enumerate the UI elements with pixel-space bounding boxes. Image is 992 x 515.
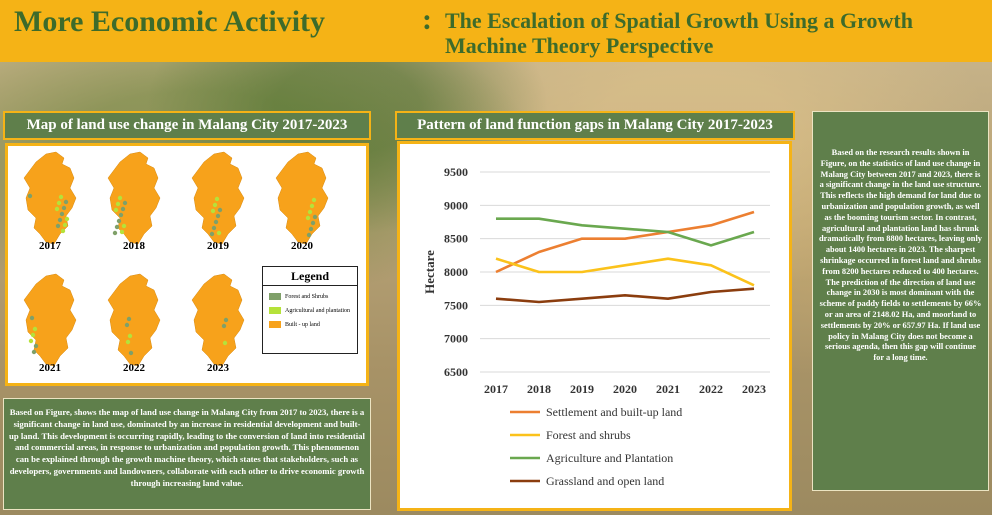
legend-label: Agriculture and Plantation	[546, 451, 673, 465]
map-year-label: 2020	[291, 240, 313, 252]
land-use-map-2022: 2022	[100, 272, 168, 374]
x-tick-label: 2022	[699, 382, 723, 396]
legend-swatch	[269, 293, 281, 300]
header-banner: More Economic Activity : The Escalation …	[0, 0, 992, 62]
page-subtitle: The Escalation of Spatial Growth Using a…	[445, 8, 913, 58]
land-use-map-2017: 2017	[16, 150, 84, 252]
x-tick-label: 2018	[527, 382, 551, 396]
legend-label: Forest and Shrubs	[285, 293, 329, 300]
y-tick-label: 7500	[444, 298, 468, 312]
x-tick-label: 2019	[570, 382, 594, 396]
map-year-label: 2022	[123, 362, 145, 374]
land-use-map-2019: 2019	[184, 150, 252, 252]
map-section-title: Map of land use change in Malang City 20…	[3, 111, 371, 140]
map-year-label: 2017	[39, 240, 61, 252]
x-tick-label: 2021	[656, 382, 680, 396]
legend-item-builtup: Built - up land	[269, 321, 320, 328]
line-chart: 6500 7000 7500 8000 8500 9000 9500 2017 2018 2019…	[422, 165, 770, 488]
map-year-label: 2019	[207, 240, 229, 252]
land-use-map-2023: 2023	[184, 272, 252, 374]
y-tick-label: 7000	[444, 332, 468, 346]
land-use-map-2021: 2021	[16, 272, 84, 374]
land-use-map-2018: 2018	[100, 150, 168, 252]
map-legend: Legend Forest and Shrubs Agricultural an…	[262, 266, 358, 354]
legend-swatch	[269, 321, 281, 328]
x-tick-label: 2023	[742, 382, 766, 396]
chart-panel: 6500 7000 7500 8000 8500 9000 9500 2017 2018 2019…	[397, 141, 792, 511]
title-separator: :	[422, 3, 432, 36]
map-description: Based on Figure, shows the map of land u…	[3, 398, 371, 510]
legend-item-forest: Forest and Shrubs	[269, 293, 328, 300]
y-tick-label: 9000	[444, 198, 468, 212]
y-tick-label: 9500	[444, 165, 468, 179]
legend-label: Grassland and open land	[546, 474, 664, 488]
y-tick-label: 8000	[444, 265, 468, 279]
legend-swatch	[269, 307, 281, 314]
x-tick-label: 2017	[484, 382, 508, 396]
legend-label: Agricultural and plantation	[285, 307, 350, 314]
y-tick-label: 8500	[444, 232, 468, 246]
map-year-label: 2023	[207, 362, 229, 374]
series-line	[495, 210, 755, 274]
legend-label: Built - up land	[285, 321, 320, 328]
research-summary: Based on the research results shown in F…	[812, 111, 989, 491]
legend-title: Legend	[263, 267, 357, 286]
y-axis-label: Hectare	[422, 250, 437, 294]
y-tick-label: 6500	[444, 365, 468, 379]
chart-section-title: Pattern of land function gaps in Malang …	[395, 111, 795, 140]
map-panel: Legend Forest and Shrubs Agricultural an…	[5, 143, 369, 386]
map-year-label: 2018	[123, 240, 145, 252]
legend-label: Settlement and built-up land	[546, 405, 682, 419]
map-year-label: 2021	[39, 362, 61, 374]
page-title: More Economic Activity	[14, 5, 326, 38]
legend-label: Forest and shrubs	[546, 428, 631, 442]
x-tick-label: 2020	[613, 382, 637, 396]
legend-item-agricultural: Agricultural and plantation	[269, 307, 350, 314]
land-use-map-2020: 2020	[268, 150, 336, 252]
